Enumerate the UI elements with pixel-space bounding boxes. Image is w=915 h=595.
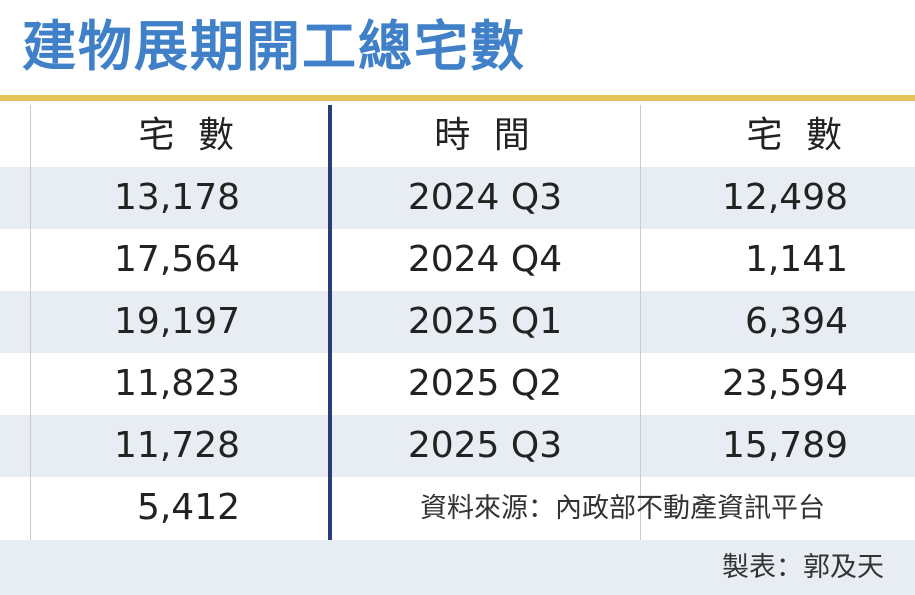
table-cell: 2025 Q2 bbox=[407, 363, 563, 404]
credit-note: 製表：郭及天 bbox=[722, 552, 884, 583]
title: 建物展期開工總宅數 bbox=[22, 15, 526, 78]
table-cell: 13,178 bbox=[114, 177, 240, 218]
table-row: 17,564 2024 Q4 1,141 bbox=[0, 229, 915, 291]
table-cell: 11,823 bbox=[114, 363, 240, 404]
table-row: 5,412 bbox=[0, 477, 915, 539]
column-header: 時 間 bbox=[434, 115, 536, 156]
table-row: 13,178 2024 Q3 12,498 bbox=[0, 167, 915, 229]
title-rule bbox=[0, 95, 915, 101]
table-cell: 5,412 bbox=[136, 487, 240, 528]
column-header: 宅 數 bbox=[746, 115, 848, 156]
table-cell: 15,789 bbox=[722, 425, 848, 466]
table-row: 11,823 2025 Q2 23,594 bbox=[0, 353, 915, 415]
table-cell: 11,728 bbox=[114, 425, 240, 466]
column-divider bbox=[328, 105, 332, 540]
source-note: 資料來源：內政部不動產資訊平台 bbox=[420, 493, 825, 524]
table-cell: 19,197 bbox=[114, 301, 240, 342]
table-row: 19,197 2025 Q1 6,394 bbox=[0, 291, 915, 353]
table-cell: 6,394 bbox=[744, 301, 848, 342]
header-row: 宅 數時 間宅 數 bbox=[0, 105, 915, 167]
table-cell: 2024 Q4 bbox=[407, 239, 563, 280]
column-header: 宅 數 bbox=[138, 115, 240, 156]
footer-band bbox=[0, 540, 915, 595]
table-row: 11,728 2025 Q3 15,789 bbox=[0, 415, 915, 477]
table-cell: 2024 Q3 bbox=[407, 177, 563, 218]
table-cell: 2025 Q1 bbox=[407, 301, 563, 342]
table-cell: 1,141 bbox=[744, 239, 848, 280]
table-cell: 2025 Q3 bbox=[407, 425, 563, 466]
column-divider bbox=[30, 105, 31, 540]
table-cell: 12,498 bbox=[722, 177, 848, 218]
column-divider bbox=[640, 105, 641, 540]
table-cell: 23,594 bbox=[722, 363, 848, 404]
table-cell: 17,564 bbox=[114, 239, 240, 280]
